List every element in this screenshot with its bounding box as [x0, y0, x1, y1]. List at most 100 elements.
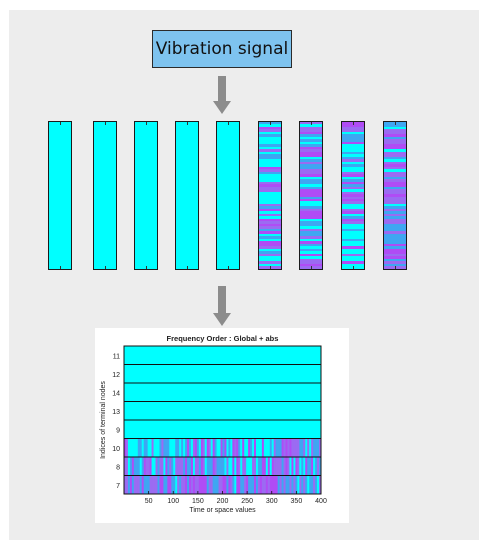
heatmap-cell: [181, 457, 184, 476]
heatmap-cell: [250, 438, 253, 457]
strip-band: [342, 176, 364, 180]
strip-band: [300, 161, 322, 165]
decomposition-strip: [93, 121, 117, 270]
strip-band: [384, 126, 406, 131]
strip-band: [259, 166, 281, 170]
heatmap-cell: [279, 438, 282, 457]
heatmap-cell: [315, 475, 318, 494]
heatmap-cell: [295, 457, 298, 476]
chart-title: Frequency Order : Global + abs: [167, 334, 279, 343]
heatmap-cell: [139, 457, 143, 476]
heatmap-cell: [255, 438, 259, 457]
decomposition-strip: [134, 121, 158, 270]
y-tick-label: 11: [113, 353, 120, 360]
strip-band: [300, 134, 322, 138]
heatmap-cell: [283, 457, 286, 476]
heatmap-cell: [198, 475, 202, 494]
heatmap-cell: [285, 438, 288, 457]
heatmap-cell: [153, 457, 156, 476]
heatmap-cell: [212, 438, 216, 457]
strip-band: [300, 124, 322, 128]
strip-tick: [311, 266, 312, 269]
strip-band: [342, 253, 364, 257]
strip-band: [384, 184, 406, 188]
heatmap-cell: [222, 457, 225, 476]
heatmap-cell: [206, 438, 210, 457]
strip-band: [384, 238, 406, 242]
strip-band: [342, 243, 364, 247]
heatmap-cell: [165, 438, 168, 457]
heatmap-cell: [124, 438, 127, 457]
strip-band: [300, 144, 322, 148]
heatmap-cell: [212, 475, 216, 494]
strip-band: [259, 146, 281, 150]
strip-band: [384, 164, 406, 168]
heatmap-cell: [299, 438, 302, 457]
strip-band: [259, 236, 281, 240]
heatmap-cell: [236, 457, 239, 476]
strip-band: [259, 196, 281, 200]
strip-band: [259, 136, 281, 140]
strip-band: [384, 136, 406, 140]
x-tick-label: 100: [167, 498, 179, 505]
heatmap-cell: [143, 475, 147, 494]
strip-tick: [187, 122, 188, 125]
heatmap-cell: [137, 475, 141, 494]
heatmap-cell: [185, 438, 188, 457]
strip-band: [259, 184, 281, 188]
heatmap-cell: [177, 438, 180, 457]
strip-band: [259, 191, 281, 195]
heatmap-cell: [289, 457, 292, 476]
strip-band: [384, 141, 406, 145]
strip-band: [259, 216, 281, 220]
strip-band: [342, 248, 364, 252]
heatmap-cell: [263, 438, 267, 457]
strip-band: [384, 169, 406, 173]
strip-band: [300, 141, 322, 145]
strip-band: [300, 201, 322, 205]
strip-band: [384, 159, 406, 163]
heatmap-cell: [269, 438, 273, 457]
heatmap-cell: [204, 475, 208, 494]
heatmap-cell: [179, 438, 182, 457]
strip-band: [384, 196, 406, 200]
strip-band: [384, 201, 406, 205]
heatmap-cell: [202, 475, 206, 494]
strip-band: [300, 169, 322, 173]
heatmap-cell: [185, 457, 188, 476]
strip-band: [342, 251, 364, 255]
strip-band: [342, 166, 364, 170]
strip-tick: [146, 122, 147, 125]
strip-band: [300, 253, 322, 257]
strip-band: [384, 129, 406, 133]
heatmap-cell: [307, 457, 310, 476]
strip-band: [259, 261, 281, 265]
heatmap-cell: [155, 475, 158, 494]
heatmap-cell: [240, 438, 243, 457]
strip-band: [300, 246, 322, 250]
strip-tick: [105, 266, 106, 269]
heatmap-cell: [309, 438, 312, 457]
strip-band: [300, 241, 322, 245]
strip-band: [300, 251, 322, 255]
vibration-signal-box: Vibration signal: [152, 30, 292, 68]
heatmap-cell: [173, 457, 176, 476]
heatmap-cell: [319, 457, 322, 476]
strip-tick: [353, 266, 354, 269]
heatmap-cell: [202, 438, 206, 457]
heatmap-cell: [224, 457, 227, 476]
heatmap-cell: [133, 457, 137, 476]
strip-band: [384, 139, 406, 143]
heatmap-cell: [232, 475, 235, 494]
strip-band: [259, 159, 281, 163]
heatmap-cell: [139, 438, 143, 457]
heatmap-cell: [153, 475, 156, 494]
strip-band: [300, 208, 322, 212]
strip-band: [300, 243, 322, 247]
heatmap-cell: [181, 438, 184, 457]
heatmap-cell: [277, 438, 281, 457]
strip-band: [342, 129, 364, 133]
heatmap-cell: [265, 475, 269, 494]
heatmap-cell: [165, 475, 168, 494]
strip-band: [342, 174, 364, 178]
